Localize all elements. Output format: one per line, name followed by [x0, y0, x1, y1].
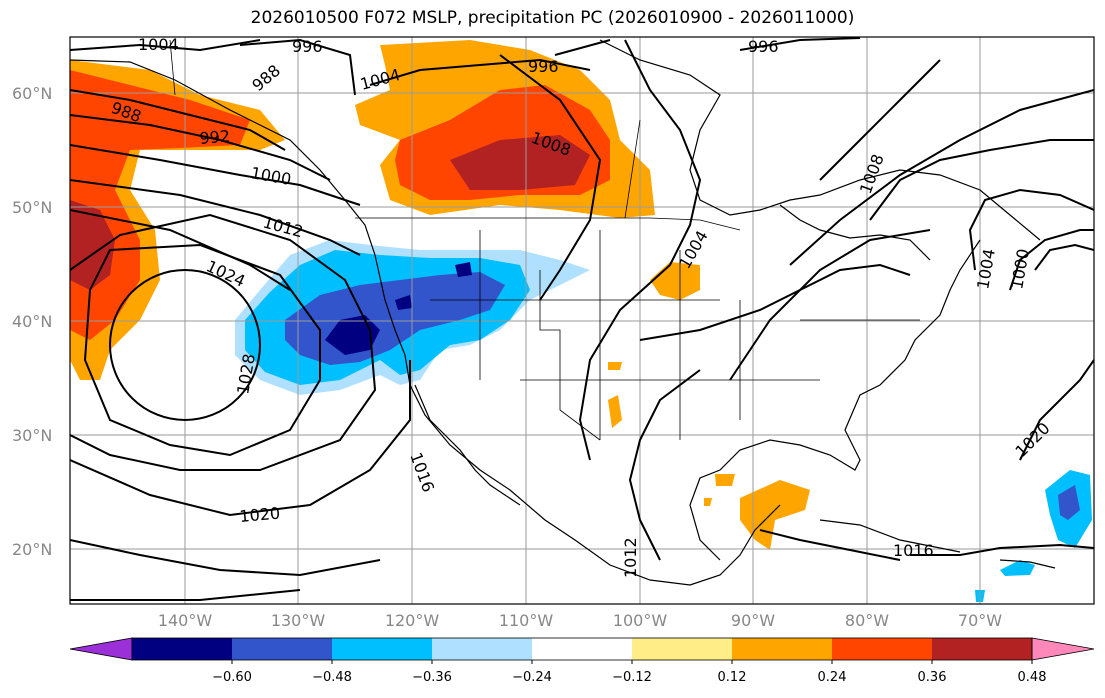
colorbar: −0.60 −0.48 −0.36 −0.24 −0.12 0.12 0.24 0.36 0.4…	[69, 637, 1095, 685]
colorbar-swatch	[632, 638, 732, 660]
lon-label: 100°W	[613, 611, 668, 630]
lon-label: 130°W	[271, 611, 326, 630]
colorbar-outline	[131, 637, 1033, 661]
colorbar-swatch	[832, 638, 932, 660]
isobar-label: 992	[199, 126, 231, 148]
isobar-label: 996	[748, 37, 779, 56]
graticule	[70, 37, 1094, 604]
colorbar-tick-label: −0.60	[212, 670, 252, 685]
isobar-label: 1012	[621, 537, 640, 578]
isobar-contours	[70, 37, 1094, 601]
isobar-label: 1020	[239, 504, 281, 526]
colorbar-swatch	[132, 638, 232, 660]
map-title: 2026010500 F072 MSLP, precipitation PC (…	[250, 8, 855, 28]
colorbar-swatch	[432, 638, 532, 660]
longitude-labels: 140°W 130°W 120°W 110°W 100°W 90°W 80°W …	[158, 611, 1002, 630]
colorbar-swatch	[232, 638, 332, 660]
lat-label: 20°N	[12, 540, 52, 559]
coastlines	[70, 39, 1056, 586]
colorbar-extend-low	[69, 637, 133, 661]
colorbar-swatch	[532, 638, 632, 660]
lon-label: 70°W	[958, 611, 1002, 630]
map-border	[69, 36, 1095, 605]
isobar-label: 996	[528, 57, 559, 76]
lat-label: 50°N	[12, 198, 52, 217]
colorbar-tick-label: −0.24	[512, 670, 552, 685]
isobar-label: 1016	[893, 541, 934, 560]
lon-label: 120°W	[385, 611, 440, 630]
colorbar-swatch	[332, 638, 432, 660]
isobar-label: 1004	[138, 35, 179, 54]
isobar-label: 996	[292, 37, 323, 56]
colorbar-tick-label: −0.48	[312, 670, 352, 685]
lon-label: 90°W	[731, 611, 775, 630]
lon-label: 80°W	[845, 611, 889, 630]
colorbar-tick-label: −0.36	[412, 670, 452, 685]
colorbar-tick-label: 0.48	[1018, 670, 1047, 685]
political-borders	[169, 39, 920, 441]
lon-label: 140°W	[158, 611, 213, 630]
latitude-labels: 60°N 50°N 40°N 30°N 20°N	[12, 84, 52, 559]
lon-label: 110°W	[499, 611, 554, 630]
colorbar-extend-high	[1031, 637, 1095, 661]
colorbar-tick-label: 0.12	[718, 670, 747, 685]
colorbar-swatch	[732, 638, 832, 660]
lat-label: 60°N	[12, 84, 52, 103]
lat-label: 40°N	[12, 312, 52, 331]
colorbar-tick-label: −0.12	[612, 670, 652, 685]
colorbar-tick-label: 0.36	[918, 670, 947, 685]
colorbar-tick-label: 0.24	[818, 670, 847, 685]
colorbar-swatch	[932, 638, 1032, 660]
lat-label: 30°N	[12, 426, 52, 445]
